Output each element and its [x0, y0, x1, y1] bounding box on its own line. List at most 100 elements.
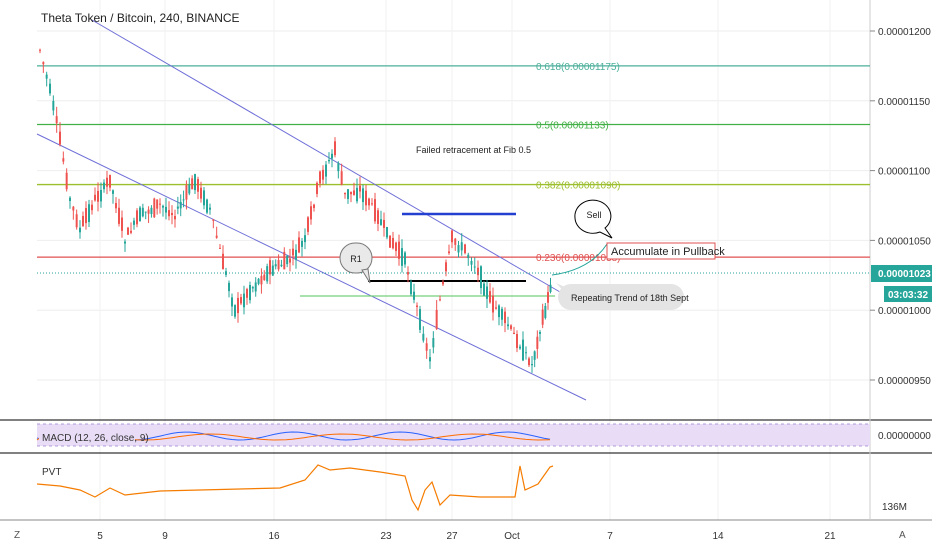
candle-body: [280, 264, 283, 267]
candle-body: [401, 248, 403, 266]
fib-levels: 0.618(0.00001175) 0.5(0.00001133) 0.382(0.…: [37, 62, 870, 264]
repeating-callout[interactable]: Repeating Trend of 18th Sept: [556, 283, 689, 310]
candle-body: [404, 252, 406, 265]
candle-body: [121, 217, 123, 231]
x-tick-label: Oct: [504, 531, 520, 542]
fib-label: 0.618(0.00001175): [536, 62, 620, 73]
candle-body: [88, 204, 90, 223]
candle-body: [429, 357, 431, 362]
candle-body: [539, 331, 541, 334]
candle-body: [212, 219, 215, 221]
y-tick-label: 0.00001100: [878, 167, 931, 178]
candle-body: [464, 244, 466, 254]
pvt-axis-tick: 136M: [882, 502, 907, 513]
channel-upper-line[interactable]: [91, 19, 561, 293]
sell-callout[interactable]: Sell: [574, 199, 613, 239]
candle-body: [147, 209, 150, 214]
auto-scale-button[interactable]: A: [899, 530, 906, 541]
candle-body: [52, 100, 55, 111]
candle-body: [495, 307, 497, 309]
candle-body: [536, 336, 539, 349]
candle-body: [398, 241, 400, 259]
candle-body: [286, 255, 289, 265]
candle-body: [439, 299, 441, 301]
candle-body: [377, 210, 379, 224]
candle-body: [251, 287, 254, 289]
last-price-badge: [871, 265, 932, 282]
candle-body: [507, 324, 509, 327]
candle-body: [188, 184, 191, 194]
candle-body: [298, 237, 300, 253]
fib-label: 0.5(0.00001133): [536, 121, 609, 132]
y-axis: 0.00001200 0.00001150 0.00001100 0.00001050…: [870, 27, 931, 387]
candle-body: [467, 254, 470, 259]
candle-body: [59, 131, 61, 145]
candle-body: [477, 267, 479, 276]
candle-body: [72, 206, 75, 211]
sell-label: Sell: [586, 210, 601, 220]
candle-body: [179, 201, 182, 209]
candle-body: [200, 187, 202, 199]
candle-body: [240, 297, 242, 304]
candle-body: [522, 339, 524, 361]
candle-body: [307, 217, 309, 232]
candle-body: [165, 206, 167, 213]
candle-body: [203, 190, 205, 206]
candle-body: [159, 203, 161, 205]
candle-body: [347, 189, 349, 199]
accumulate-box[interactable]: [606, 242, 716, 260]
candle-body: [127, 227, 129, 235]
pvt-line-group: [36, 464, 554, 512]
candle-body: [470, 260, 473, 265]
candle-body: [55, 116, 58, 124]
candle-body: [182, 199, 185, 201]
candle-body: [277, 260, 280, 270]
candle-body: [141, 207, 144, 217]
candle-body: [109, 174, 111, 188]
candle-body: [150, 207, 153, 215]
candle-body: [174, 215, 176, 220]
candle-body: [45, 74, 48, 79]
candle-body: [419, 309, 421, 330]
candle-body: [65, 172, 68, 190]
candle-body: [356, 187, 358, 202]
macd-label-bg: [39, 430, 135, 443]
candle-body: [266, 266, 269, 282]
candle-body: [368, 198, 370, 206]
candle-body: [460, 242, 463, 251]
candle-body: [383, 219, 385, 228]
candle-body: [168, 210, 170, 217]
x-tick-label: 21: [824, 531, 836, 542]
x-tick-label: 7: [607, 531, 613, 542]
candle-body: [112, 190, 114, 194]
sell-arrow-curve: [551, 243, 608, 276]
candle-body: [362, 188, 364, 203]
candle-body: [353, 190, 355, 195]
candle-body: [389, 235, 391, 248]
candle-body: [359, 185, 361, 192]
macd-label[interactable]: MACD (12, 26, close, 9): [42, 433, 149, 444]
x-tick-label: 27: [446, 531, 458, 542]
candle-body: [97, 190, 99, 202]
r1-callout[interactable]: R1: [339, 242, 373, 284]
candle-body: [319, 171, 321, 184]
candle-body: [544, 305, 547, 318]
candle-body: [234, 305, 236, 317]
pvt-label[interactable]: PVT: [42, 467, 61, 478]
chart-title: Theta Token / Bitcoin, 240, BINANCE: [41, 11, 240, 25]
fib-label: 0.382(0.00001090): [536, 181, 621, 192]
channel-lower-line[interactable]: [36, 133, 587, 401]
candle-body: [91, 204, 93, 211]
candle-body: [215, 235, 218, 238]
candle-body: [513, 332, 515, 335]
candle-body: [498, 305, 500, 318]
zoom-button-left[interactable]: Z: [14, 530, 20, 541]
candle-body: [489, 291, 491, 303]
candles: [39, 48, 552, 373]
candle-body: [144, 211, 147, 213]
candle-body: [492, 295, 494, 313]
annotation-failed: Failed retracement at Fib 0.5: [416, 145, 531, 155]
candle-body: [254, 282, 257, 292]
candle-body: [191, 178, 194, 190]
